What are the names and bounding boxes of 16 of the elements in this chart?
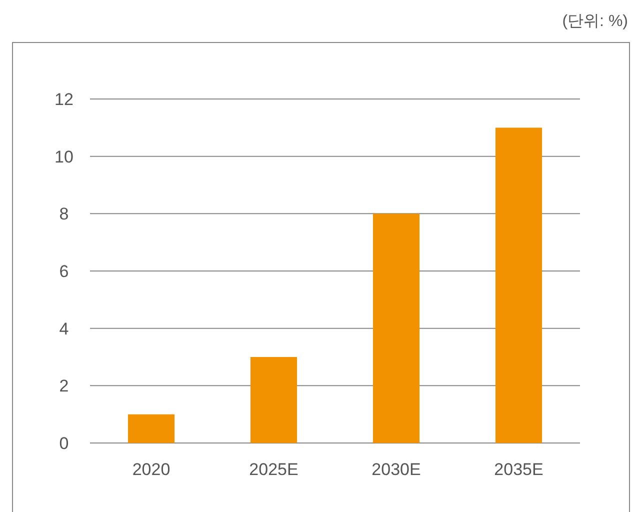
y-tick-label: 6 <box>59 262 69 281</box>
y-tick-label: 10 <box>54 147 74 166</box>
text: (단위: %) <box>562 13 628 30</box>
x-tick-label: 2020 <box>132 460 170 479</box>
bar <box>372 214 420 443</box>
x-tick-label: 2035E <box>494 460 544 479</box>
y-tick-label: 2 <box>59 376 69 396</box>
x-tick-label: 2030E <box>372 460 421 479</box>
x-tick-label: 2025E <box>249 460 298 479</box>
bar <box>128 414 175 443</box>
bar <box>250 357 298 443</box>
bar <box>495 128 542 443</box>
y-tick-label: 4 <box>59 319 69 338</box>
y-tick-label: 0 <box>59 434 69 453</box>
y-tick-label: 8 <box>59 204 69 224</box>
y-tick-label: 12 <box>54 90 74 109</box>
